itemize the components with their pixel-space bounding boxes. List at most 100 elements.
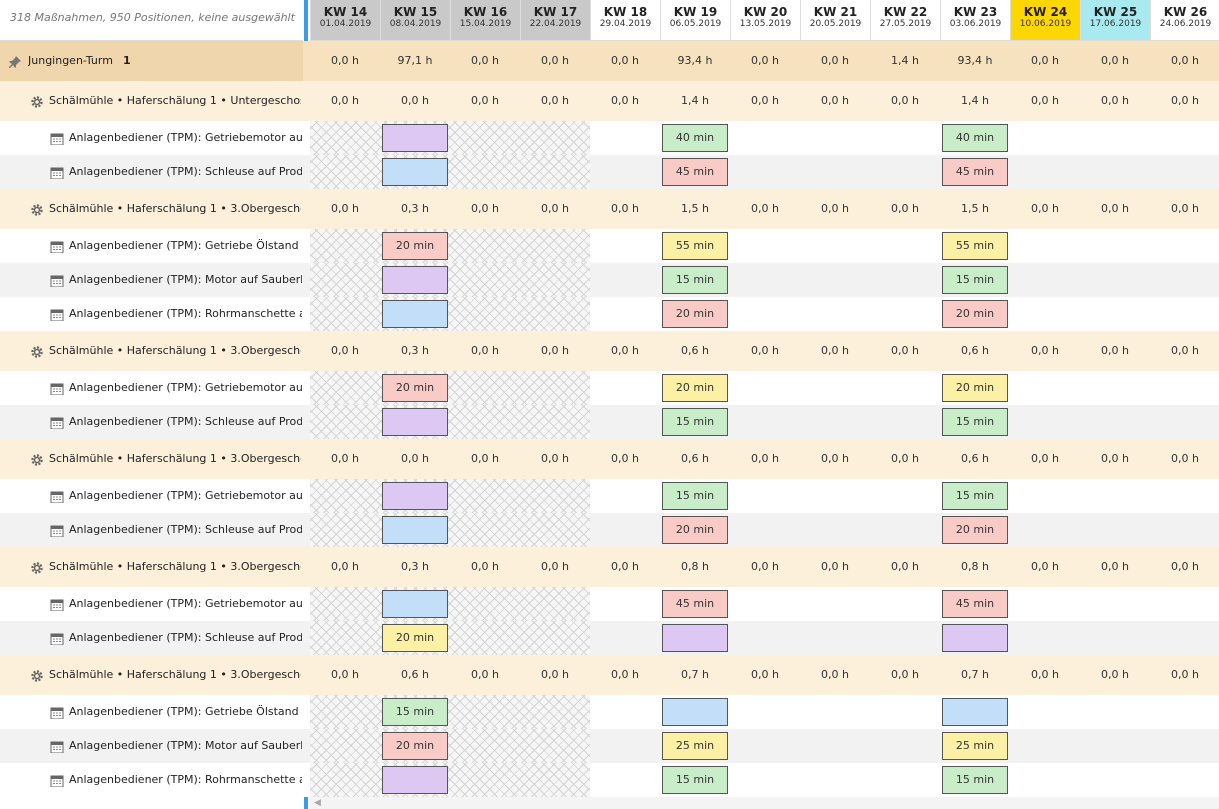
week-date: 15.04.2019 — [459, 19, 512, 29]
item-row[interactable] — [0, 479, 1219, 513]
item-row[interactable] — [0, 121, 1219, 155]
task-box[interactable]: 45 min — [662, 158, 728, 186]
week-header[interactable]: KW 23 03.06.2019 — [940, 0, 1010, 41]
week-header[interactable]: KW 20 13.05.2019 — [730, 0, 800, 41]
task-box[interactable]: 20 min — [382, 232, 448, 260]
item-row[interactable] — [0, 297, 1219, 331]
item-row[interactable] — [0, 405, 1219, 439]
task-box[interactable] — [382, 300, 448, 328]
task-box[interactable] — [382, 124, 448, 152]
week-header[interactable]: KW 24 10.06.2019 — [1010, 0, 1080, 41]
task-box[interactable] — [382, 590, 448, 618]
item-row[interactable] — [0, 695, 1219, 729]
group-row[interactable] — [0, 331, 1219, 371]
hours: 0,0 h — [1171, 202, 1199, 215]
task-box[interactable]: 25 min — [662, 732, 728, 760]
task-box[interactable]: 20 min — [662, 300, 728, 328]
item-row[interactable] — [0, 587, 1219, 621]
task-box[interactable]: 20 min — [942, 300, 1008, 328]
week-header[interactable]: KW 15 08.04.2019 — [380, 0, 450, 41]
item-row[interactable] — [0, 513, 1219, 547]
task-box[interactable] — [942, 624, 1008, 652]
task-box[interactable]: 40 min — [942, 124, 1008, 152]
item-name: Anlagenbediener (TPM): Rohrmanschette au — [69, 773, 302, 786]
item-row[interactable] — [0, 763, 1219, 797]
hours: 0,0 h — [541, 202, 569, 215]
gear-icon — [30, 668, 44, 682]
calendar-icon — [50, 239, 64, 253]
week-header[interactable]: KW 14 01.04.2019 — [310, 0, 380, 41]
hatched-period — [310, 297, 590, 331]
item-row[interactable] — [0, 155, 1219, 189]
task-box[interactable] — [382, 516, 448, 544]
scrollbar[interactable]: ◀ — [310, 797, 1219, 809]
task-box[interactable] — [662, 624, 728, 652]
calendar-icon — [50, 523, 64, 537]
task-box[interactable] — [942, 698, 1008, 726]
hatched-period — [310, 729, 590, 763]
week-header[interactable]: KW 21 20.05.2019 — [800, 0, 870, 41]
task-box[interactable]: 15 min — [942, 766, 1008, 794]
task-box[interactable] — [382, 158, 448, 186]
task-box[interactable]: 15 min — [942, 482, 1008, 510]
week-header[interactable]: KW 16 15.04.2019 — [450, 0, 520, 41]
task-box[interactable]: 15 min — [942, 408, 1008, 436]
week-header[interactable]: KW 26 24.06.2019 — [1150, 0, 1219, 41]
task-box[interactable]: 15 min — [662, 766, 728, 794]
task-box[interactable]: 45 min — [942, 158, 1008, 186]
week-header[interactable]: KW 22 27.05.2019 — [870, 0, 940, 41]
task-box[interactable] — [382, 766, 448, 794]
week-label: KW 22 — [883, 5, 928, 19]
task-box[interactable]: 40 min — [662, 124, 728, 152]
item-row[interactable] — [0, 729, 1219, 763]
task-box[interactable] — [662, 698, 728, 726]
task-box[interactable]: 15 min — [662, 266, 728, 294]
task-box[interactable] — [382, 408, 448, 436]
hours: 0,0 h — [891, 560, 919, 573]
task-box[interactable]: 15 min — [662, 408, 728, 436]
task-box[interactable] — [382, 482, 448, 510]
task-box[interactable]: 20 min — [942, 516, 1008, 544]
task-box[interactable]: 15 min — [382, 698, 448, 726]
task-box[interactable]: 20 min — [942, 374, 1008, 402]
group-row[interactable] — [0, 439, 1219, 479]
task-box[interactable]: 55 min — [942, 232, 1008, 260]
hours: 93,4 h — [957, 54, 993, 67]
task-box[interactable]: 20 min — [662, 374, 728, 402]
week-header[interactable]: KW 19 06.05.2019 — [660, 0, 730, 41]
task-box[interactable]: 15 min — [662, 482, 728, 510]
task-box[interactable] — [382, 266, 448, 294]
task-duration: 15 min — [675, 415, 715, 428]
group-row[interactable] — [0, 547, 1219, 587]
task-box[interactable]: 45 min — [942, 590, 1008, 618]
item-name: Anlagenbediener (TPM): Motor auf Sauberk… — [69, 739, 302, 752]
item-name: Anlagenbediener (TPM): Getriebemotor auf… — [69, 597, 302, 610]
item-row[interactable] — [0, 229, 1219, 263]
task-box[interactable]: 45 min — [662, 590, 728, 618]
item-name: Anlagenbediener (TPM): Getriebemotor auf… — [69, 131, 302, 144]
group-row[interactable] — [0, 189, 1219, 229]
item-row[interactable] — [0, 371, 1219, 405]
week-header[interactable]: KW 17 22.04.2019 — [520, 0, 590, 41]
task-box[interactable]: 25 min — [942, 732, 1008, 760]
task-box[interactable]: 20 min — [382, 624, 448, 652]
calendar-icon — [50, 631, 64, 645]
item-row[interactable] — [0, 263, 1219, 297]
task-box[interactable]: 20 min — [662, 516, 728, 544]
hours: 0,0 h — [821, 560, 849, 573]
hours: 0,6 h — [681, 452, 709, 465]
group-row[interactable] — [0, 81, 1219, 121]
task-box[interactable]: 20 min — [382, 732, 448, 760]
root-left — [0, 41, 303, 81]
item-row[interactable] — [0, 621, 1219, 655]
hours: 0,0 h — [891, 344, 919, 357]
task-box[interactable]: 20 min — [382, 374, 448, 402]
group-row[interactable] — [0, 655, 1219, 695]
week-header[interactable]: KW 18 29.04.2019 — [590, 0, 660, 41]
task-duration: 55 min — [955, 239, 995, 252]
task-box[interactable]: 15 min — [942, 266, 1008, 294]
task-box[interactable]: 55 min — [662, 232, 728, 260]
week-header[interactable]: KW 25 17.06.2019 — [1080, 0, 1150, 41]
task-duration: 15 min — [955, 273, 995, 286]
gear-icon — [30, 344, 44, 358]
